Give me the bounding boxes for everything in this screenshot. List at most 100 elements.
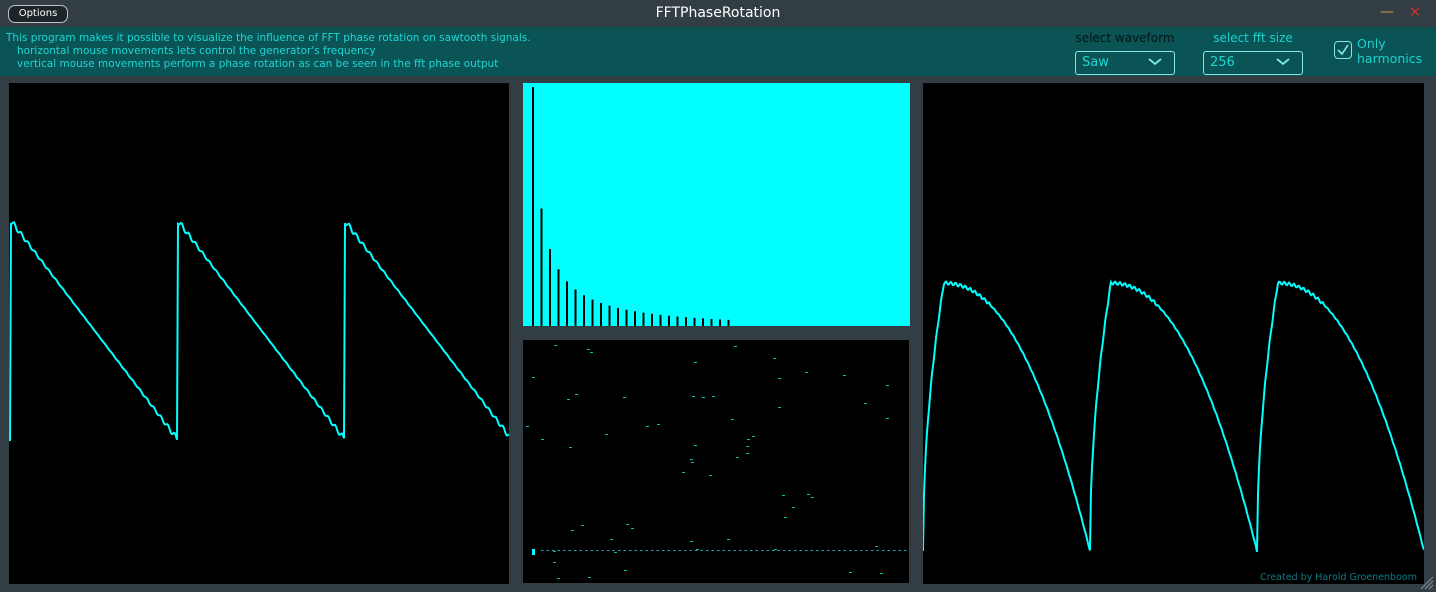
description-line: vertical mouse movements perform a phase… (17, 58, 499, 70)
phase-bin (618, 550, 621, 551)
phase-bin (553, 562, 556, 563)
phase-bin (629, 550, 632, 551)
waveform-scope[interactable] (9, 83, 509, 584)
fft-magnitude-scope (523, 83, 910, 326)
phase-bin (709, 475, 712, 476)
only-harmonics-checkbox[interactable] (1334, 41, 1352, 59)
resize-grip-icon[interactable] (1418, 574, 1434, 590)
phase-bin (747, 439, 750, 440)
phase-bin (843, 550, 846, 551)
phase-bin (541, 550, 544, 551)
phase-bin (865, 550, 868, 551)
phase-bin (706, 550, 709, 551)
phase-bin (734, 346, 737, 347)
phase-bin (601, 550, 604, 551)
phase-bin (571, 530, 574, 531)
phase-bin (662, 550, 665, 551)
phase-bin (784, 517, 787, 518)
phase-bin (807, 494, 810, 495)
phase-bin (799, 550, 802, 551)
phase-bin (624, 570, 627, 571)
phase-bin (805, 550, 808, 551)
only-harmonics-label: Only harmonics (1357, 36, 1423, 66)
phase-bin (774, 549, 777, 550)
phase-bin (832, 550, 835, 551)
phase-bin (689, 550, 692, 551)
options-button[interactable]: Options (8, 5, 68, 23)
phase-bin (860, 550, 863, 551)
phase-bin (656, 550, 659, 551)
description-line: This program makes it possible to visual… (6, 32, 531, 44)
phase-bin (623, 397, 626, 398)
phase-bin (792, 507, 795, 508)
minimize-button[interactable]: — (1380, 4, 1394, 20)
phase-bin (777, 550, 780, 551)
phase-bin (875, 546, 878, 547)
phase-bin (744, 550, 747, 551)
phase-bin (646, 426, 649, 427)
phase-bin (773, 358, 776, 359)
phase-bin (557, 578, 560, 579)
phase-bin (810, 550, 813, 551)
phase-bin (612, 550, 615, 551)
fft-phase-plot (526, 345, 907, 579)
phase-bin (761, 550, 764, 551)
phase-bin (821, 550, 824, 551)
close-button[interactable]: ✕ (1408, 3, 1422, 21)
phase-bin (588, 577, 591, 578)
phase-bin (702, 397, 705, 398)
phase-bin (563, 550, 566, 551)
output-scope (923, 83, 1424, 584)
phase-bin (816, 550, 819, 551)
phase-bin (657, 424, 660, 425)
chevron-down-icon (1148, 58, 1162, 66)
credit-text: Created by Harold Groenenboom (1260, 572, 1417, 583)
phase-bin (843, 375, 846, 376)
phase-bin (733, 550, 736, 551)
phase-bin (788, 550, 791, 551)
phase-bin (690, 541, 693, 542)
phase-bin (864, 403, 867, 404)
phase-bin (783, 550, 786, 551)
phase-bin (694, 362, 697, 363)
phase-bin (849, 572, 852, 573)
phase-bin (811, 497, 814, 498)
phase-bin (645, 550, 648, 551)
phase-bin (752, 436, 755, 437)
phase-bin (739, 550, 742, 551)
fft-phase-scope (523, 340, 909, 583)
fft-size-select[interactable]: 256 (1203, 51, 1303, 75)
description-line: horizontal mouse movements lets control … (17, 45, 376, 57)
waveform-select-value: Saw (1082, 55, 1109, 70)
phase-bin (651, 550, 654, 551)
phase-bin (574, 550, 577, 551)
phase-bin (553, 551, 556, 552)
phase-bin (585, 550, 588, 551)
phase-bin (778, 378, 781, 379)
phase-bin (692, 396, 695, 397)
waveform-select[interactable]: Saw (1075, 51, 1175, 75)
phase-bin (587, 349, 590, 350)
phase-bin (579, 550, 582, 551)
info-bar: This program makes it possible to visual… (0, 27, 1436, 76)
phase-bin (684, 550, 687, 551)
phase-bin (887, 550, 890, 551)
phase-bin (623, 550, 626, 551)
phase-bin (532, 377, 535, 378)
phase-bin (722, 550, 725, 551)
waveform-label: select waveform (1075, 31, 1175, 45)
phase-bin (731, 419, 734, 420)
phase-bin (778, 407, 781, 408)
phase-bin (755, 550, 758, 551)
phase-bin (526, 426, 529, 427)
phase-bin (690, 459, 693, 460)
phase-bin (880, 573, 883, 574)
phase-bin (736, 457, 739, 458)
window-title: FFTPhaseRotation (655, 5, 781, 21)
input-waveform-plot (9, 221, 509, 442)
input-waveform-trace (9, 221, 509, 442)
phase-bin (695, 550, 698, 551)
output-waveform-trace (923, 279, 1424, 553)
phase-bin (838, 550, 841, 551)
phase-bin (610, 539, 613, 540)
